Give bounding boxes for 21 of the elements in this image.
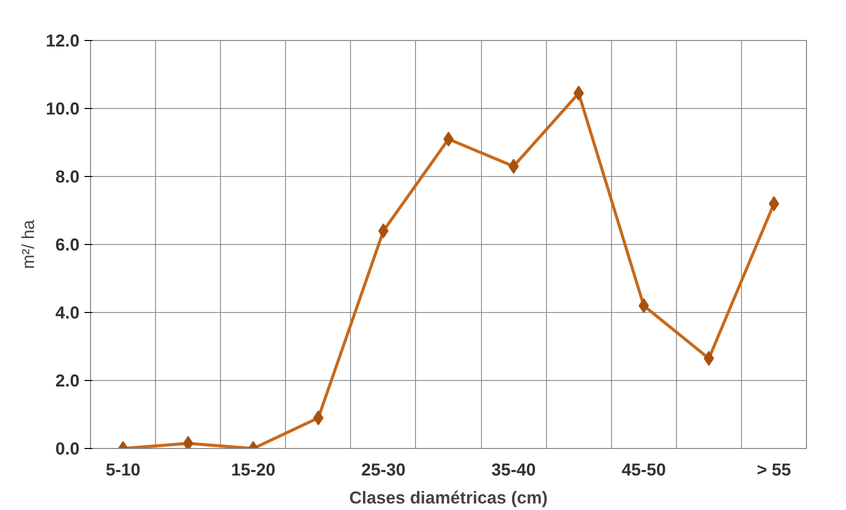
x-tick-label: 25-30 — [361, 460, 406, 480]
x-tick-label: 5-10 — [106, 460, 140, 480]
y-tick-label: 2.0 — [55, 370, 80, 390]
point — [443, 132, 454, 147]
x-axis-title: Clases diamétricas (cm) — [349, 488, 548, 508]
point — [182, 436, 194, 448]
y-tick-label: 8.0 — [55, 166, 80, 186]
point — [508, 158, 519, 174]
x-tick-label: > 55 — [756, 460, 792, 480]
y-tick-label: 10.0 — [46, 98, 80, 118]
y-tick-label: 4.0 — [55, 302, 80, 322]
point — [378, 223, 389, 238]
x-tick-label: 35-40 — [491, 460, 536, 480]
x-tick-label: 45-50 — [622, 460, 666, 480]
y-tick-label: 6.0 — [55, 234, 80, 254]
point — [704, 350, 714, 366]
x-tick-label: 15-20 — [231, 460, 276, 480]
point — [768, 196, 780, 212]
y-axis-title: m²/ ha — [18, 220, 38, 270]
y-tick-label: 0.0 — [55, 438, 80, 458]
y-tick-label: 12.0 — [46, 30, 80, 50]
